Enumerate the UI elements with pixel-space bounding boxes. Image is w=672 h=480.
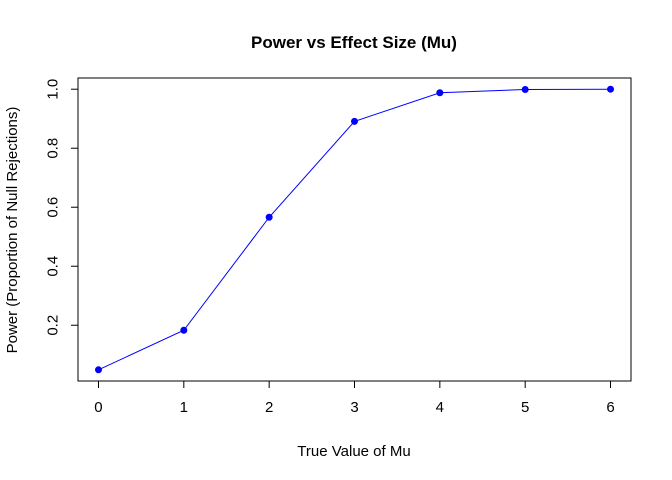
x-tick-label: 2 xyxy=(265,399,273,416)
y-tick-label: 0.8 xyxy=(45,138,62,159)
data-point xyxy=(351,117,358,125)
y-tick-label: 0.6 xyxy=(45,197,62,218)
x-tick-label: 4 xyxy=(436,399,444,416)
y-tick-label: 0.2 xyxy=(45,315,62,336)
series-group xyxy=(94,85,615,374)
x-tick-label: 6 xyxy=(606,399,614,416)
x-tick-label: 3 xyxy=(350,399,358,416)
y-axis-label: Power (Proportion of Null Rejections) xyxy=(4,107,21,354)
data-point xyxy=(94,366,102,374)
data-point xyxy=(607,85,615,93)
series-line xyxy=(98,88,611,371)
data-point xyxy=(521,86,529,94)
chart-title: Power vs Effect Size (Mu) xyxy=(251,33,457,52)
x-tick-label: 0 xyxy=(94,399,102,416)
x-axis-label: True Value of Mu xyxy=(297,443,410,460)
data-point xyxy=(436,89,444,97)
data-point xyxy=(180,326,188,334)
data-point xyxy=(265,213,273,221)
x-axis: 0 1 2 3 4 5 6 xyxy=(94,380,615,416)
x-tick-label: 5 xyxy=(521,399,529,416)
y-axis: 0.2 0.4 0.6 0.8 1.0 xyxy=(45,79,79,336)
y-tick-label: 1.0 xyxy=(45,79,62,100)
y-tick-label: 0.4 xyxy=(45,256,62,277)
x-tick-label: 1 xyxy=(180,399,188,416)
